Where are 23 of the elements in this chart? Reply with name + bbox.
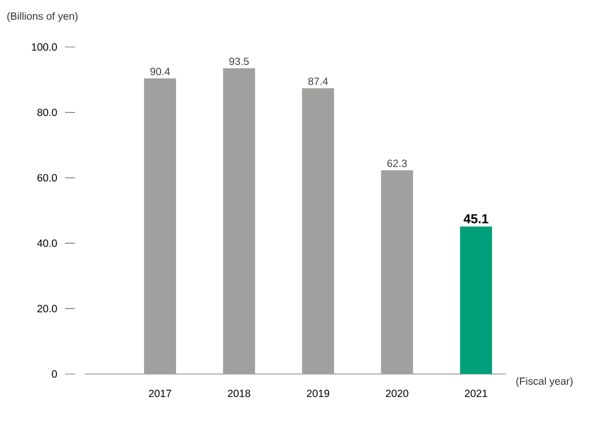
data-label: 87.4 — [308, 78, 328, 86]
x-tick-label: 2018 — [228, 390, 250, 398]
bar — [223, 68, 256, 374]
y-tick-label: 60.0 — [37, 174, 57, 182]
data-label: 62.3 — [387, 160, 407, 168]
y-tick-label: 100.0 — [32, 43, 57, 51]
x-tick-label: 2021 — [464, 390, 488, 398]
data-label: 93.5 — [229, 58, 249, 66]
data-label: 90.4 — [150, 68, 170, 76]
y-tick-label: 0 — [52, 370, 57, 378]
y-tick-label: 20.0 — [37, 304, 57, 312]
y-tick-label: 80.0 — [37, 108, 57, 116]
bar — [381, 170, 414, 374]
x-axis-title: (Fiscal year) — [516, 377, 573, 387]
y-axis-title: (Billions of yen) — [7, 12, 78, 22]
bar — [460, 226, 492, 374]
y-tick-label: 40.0 — [37, 240, 57, 247]
x-tick-label: 2017 — [148, 390, 172, 398]
bar — [302, 88, 334, 374]
data-label: 45.1 — [464, 214, 488, 224]
bar — [144, 78, 176, 374]
x-tick-label: 2020 — [386, 390, 408, 398]
x-tick-label: 2019 — [306, 390, 330, 398]
